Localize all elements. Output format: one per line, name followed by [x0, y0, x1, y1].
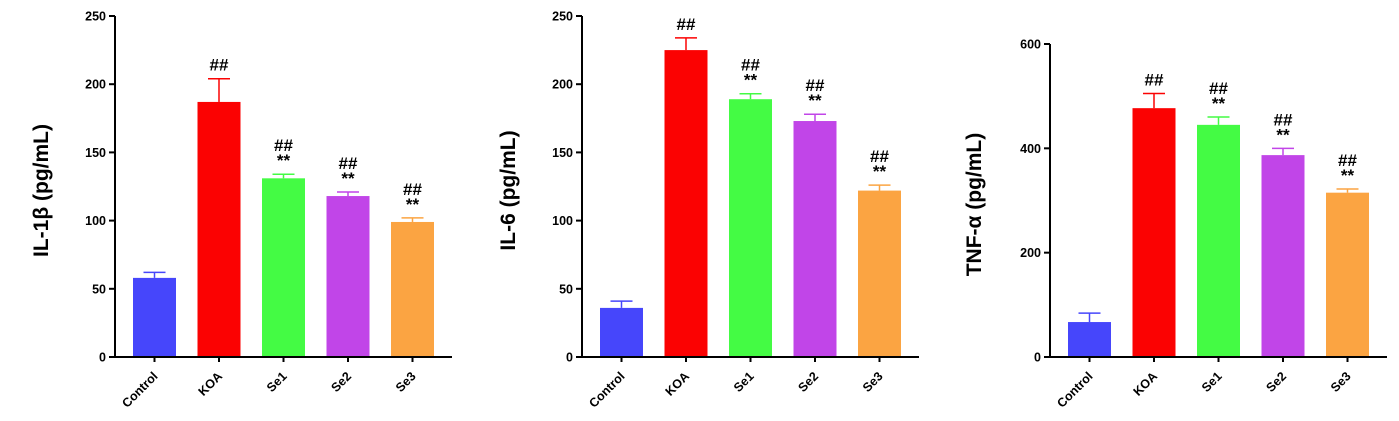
y-tick-label: 0	[99, 351, 106, 365]
error-bar-koa	[208, 77, 230, 102]
significance-label: ##	[806, 76, 825, 95]
chart-panel-3: TNF-α (pg/mL)Control##KOA##**Se1##**Se2#…	[963, 38, 1387, 411]
y-tick-label: 100	[552, 214, 573, 228]
significance-label: ##	[403, 180, 422, 199]
y-tick-label: 0	[566, 351, 573, 365]
y-axis-label: IL-1β (pg/mL)	[30, 124, 53, 257]
bar-se2	[326, 196, 370, 357]
significance-label: **	[406, 195, 420, 214]
bar-se3	[391, 221, 434, 357]
y-tick-label: 200	[1020, 246, 1041, 260]
error-bar-se1	[739, 92, 762, 100]
category-label-control: Control	[586, 369, 627, 410]
category-label-koa: KOA	[663, 369, 693, 399]
significance-label: **	[873, 162, 887, 181]
bar-se2	[1261, 155, 1305, 357]
category-label-se2: Se2	[795, 369, 821, 395]
significance-label: ##	[741, 56, 760, 75]
bar-se3	[858, 190, 901, 357]
chart-panel-1: IL-1β (pg/mL)Control##KOA##**Se1##**Se2#…	[30, 10, 452, 411]
y-tick-label: 600	[1020, 38, 1041, 52]
error-bar-control	[143, 271, 166, 278]
significance-label: ##	[274, 136, 293, 155]
error-bar-control	[610, 300, 633, 308]
significance-label: **	[1212, 94, 1226, 113]
significance-label: **	[1276, 125, 1290, 144]
significance-label: ##	[1338, 151, 1357, 170]
y-tick-label: 50	[559, 282, 573, 296]
category-label-koa: KOA	[196, 369, 226, 399]
bar-se1	[1197, 124, 1240, 357]
significance-label: **	[744, 71, 758, 90]
bar-se3	[1326, 192, 1369, 357]
error-bar-se3	[1336, 188, 1359, 193]
significance-label: ##	[677, 15, 696, 34]
bar-koa	[664, 50, 708, 357]
y-tick-label: 150	[552, 146, 573, 160]
y-axis-label: TNF-α (pg/mL)	[963, 133, 986, 277]
bar-se2	[793, 121, 837, 357]
significance-label: **	[341, 169, 355, 188]
error-bar-control	[1078, 312, 1101, 323]
chart-panel-2: IL-6 (pg/mL)Control##KOA##**Se1##**Se2##…	[497, 10, 919, 411]
category-label-koa: KOA	[1131, 369, 1161, 399]
category-label-se2: Se2	[1263, 369, 1289, 395]
bar-koa	[1132, 108, 1176, 357]
error-bar-se2	[337, 191, 359, 197]
y-tick-label: 150	[85, 146, 106, 160]
significance-label: ##	[339, 154, 358, 173]
bar-koa	[197, 101, 241, 357]
bar-control	[600, 307, 643, 357]
error-bar-se1	[272, 173, 295, 179]
y-tick-label: 250	[85, 10, 106, 24]
y-tick-label: 200	[85, 78, 106, 92]
y-tick-label: 250	[552, 10, 573, 24]
y-tick-label: 200	[552, 78, 573, 92]
bar-se1	[262, 178, 305, 357]
category-label-se1: Se1	[731, 369, 757, 395]
error-bar-se3	[868, 184, 891, 191]
significance-label: **	[1341, 166, 1355, 185]
bar-control	[133, 277, 176, 357]
category-label-se1: Se1	[264, 369, 290, 395]
error-bar-koa	[675, 37, 697, 51]
error-bar-koa	[1143, 92, 1165, 109]
error-bar-se1	[1207, 116, 1230, 125]
category-label-se3: Se3	[1328, 369, 1354, 395]
y-tick-label: 50	[92, 282, 106, 296]
y-tick-label: 400	[1020, 142, 1041, 156]
error-bar-se3	[401, 217, 424, 222]
category-label-se3: Se3	[860, 369, 886, 395]
significance-label: ##	[1209, 79, 1228, 98]
significance-label: **	[808, 91, 822, 110]
bar-se1	[729, 99, 772, 357]
significance-label: ##	[210, 56, 229, 75]
bar-control	[1068, 322, 1111, 357]
error-bar-se2	[1272, 147, 1294, 156]
significance-label: ##	[1274, 110, 1293, 129]
y-tick-label: 0	[1034, 351, 1041, 365]
category-label-se1: Se1	[1199, 369, 1225, 395]
category-label-control: Control	[1054, 369, 1095, 410]
category-label-se3: Se3	[393, 369, 419, 395]
y-axis-label: IL-6 (pg/mL)	[497, 130, 520, 250]
category-label-control: Control	[119, 369, 160, 410]
category-label-se2: Se2	[328, 369, 354, 395]
y-tick-label: 100	[85, 214, 106, 228]
significance-label: ##	[1145, 71, 1164, 90]
error-bar-se2	[804, 113, 826, 122]
significance-label: ##	[870, 147, 889, 166]
significance-label: **	[277, 151, 291, 170]
